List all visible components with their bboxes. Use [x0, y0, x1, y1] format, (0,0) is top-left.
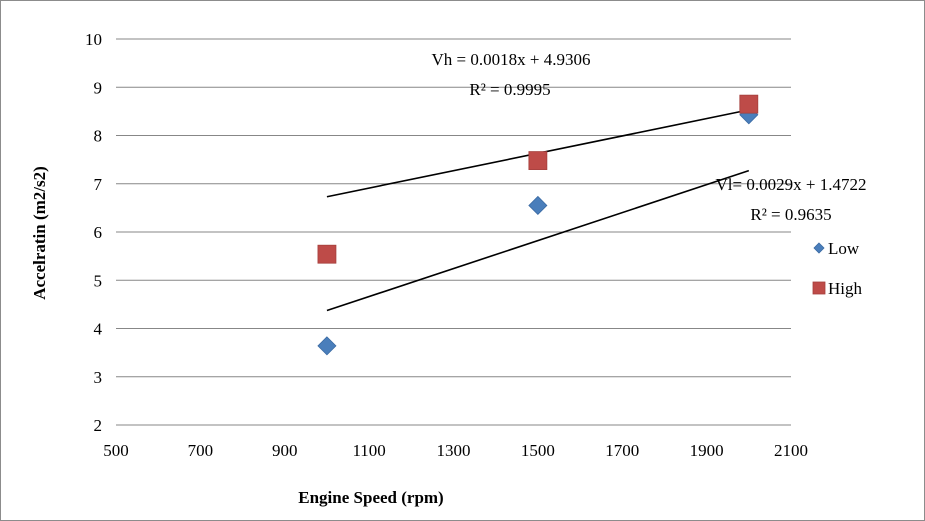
x-tick-label: 1300: [437, 441, 471, 460]
x-tick-label: 1500: [521, 441, 555, 460]
data-point-high: [528, 151, 548, 170]
y-tick-label: 2: [94, 416, 103, 435]
y-tick-label: 7: [94, 175, 103, 194]
vh-r2-label: R² = 0.9995: [469, 80, 550, 99]
data-point-low: [528, 195, 548, 216]
vl-equation-label: Vl= 0.0029x + 1.4722: [716, 175, 867, 194]
vl-r2-label: R² = 0.9635: [750, 205, 831, 224]
y-tick-label: 5: [94, 271, 103, 290]
x-tick-label: 900: [272, 441, 298, 460]
trendline-low: [326, 169, 750, 312]
data-point-high: [317, 244, 337, 264]
x-tick-label: 1900: [690, 441, 724, 460]
y-tick-label: 4: [94, 320, 103, 339]
x-tick-label: 500: [103, 441, 129, 460]
x-tick-label: 1700: [605, 441, 639, 460]
legend-marker-low: [813, 242, 825, 254]
x-axis-title: Engine Speed (rpm): [298, 488, 443, 507]
legend-marker-high: [812, 281, 826, 295]
y-tick-label: 6: [94, 223, 103, 242]
data-point-low: [317, 336, 337, 356]
x-tick-label: 700: [188, 441, 214, 460]
y-axis-title: Accelratin (m2/s2): [30, 166, 49, 300]
x-tick-label: 1100: [352, 441, 385, 460]
x-tick-label: 2100: [774, 441, 808, 460]
data-point-high: [739, 94, 759, 114]
legend-label-low: Low: [828, 239, 860, 258]
y-tick-label: 3: [94, 368, 103, 387]
legend-label-high: High: [828, 279, 863, 298]
y-tick-label: 10: [85, 30, 102, 49]
y-tick-label: 9: [94, 78, 103, 97]
y-tick-label: 8: [94, 127, 103, 146]
vh-equation-label: Vh = 0.0018x + 4.9306: [432, 50, 591, 69]
